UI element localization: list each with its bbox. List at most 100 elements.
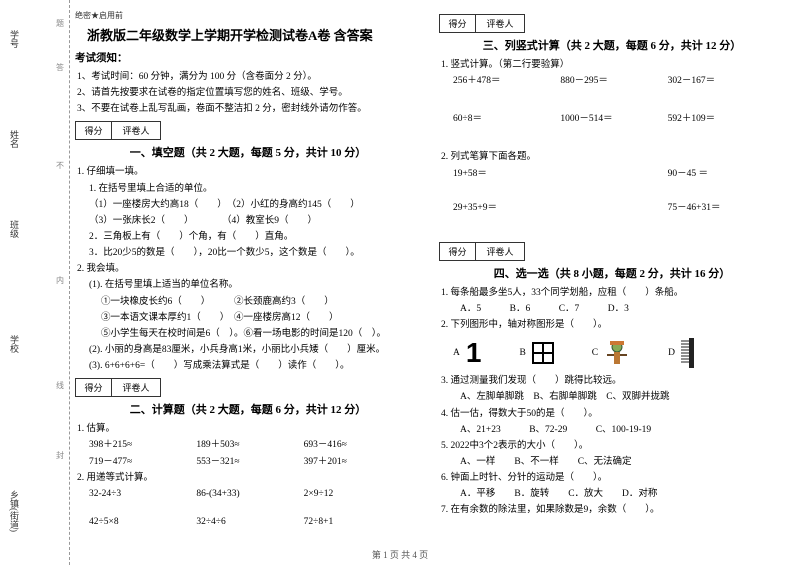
- s3-r1-c: 302－167＝: [668, 73, 775, 89]
- section-1-title: 一、填空题（共 2 大题，每题 5 分，共计 10 分）: [75, 144, 421, 160]
- s4-q5: 5. 2022中3个2表示的大小（ ）。: [441, 438, 785, 454]
- s1-q2-head: 2. 我会填。: [77, 261, 421, 277]
- opt-b-label: B: [519, 348, 525, 358]
- bind-label-name: 姓名: [8, 130, 21, 148]
- opt-c: C: [592, 339, 630, 367]
- score-cell-defen-4: 得分: [440, 243, 476, 260]
- s2-r1-a: 398＋215≈: [89, 437, 196, 453]
- s4-q6: 6. 钟面上时针、分针的运动是（ ）。: [441, 470, 785, 486]
- score-box-4: 得分 评卷人: [439, 242, 525, 261]
- s1-q2-l1: ③一本语文课本厚约1（ ） ④一座楼房高12（ ）: [101, 310, 421, 326]
- digit-one-icon: 1: [466, 337, 482, 369]
- opt-c-label: C: [592, 348, 598, 358]
- s2-row4: 42÷5×8 32÷4÷6 72÷8+1: [89, 514, 421, 530]
- score-cell-defen-2: 得分: [76, 379, 112, 396]
- s2-r3-b: 86-(34+33): [196, 486, 303, 502]
- bind-label-school: 学校: [8, 335, 21, 353]
- s2-r4-b: 32÷4÷6: [196, 514, 303, 530]
- bind-label-xuehao: 学号: [8, 30, 21, 48]
- s3-row4: 29+35+9＝ 75－46+31＝: [453, 200, 785, 216]
- s3-r3-a: 19+58＝: [453, 166, 560, 182]
- s1-l2: 2．三角板上有（ ）个角，有（ ）直角。: [89, 229, 421, 245]
- s2-r3-a: 32-24÷3: [89, 486, 196, 502]
- section-3-title: 三、列竖式计算（共 2 大题，每题 6 分，共计 12 分）: [439, 37, 785, 53]
- bind-label-class: 班级: [8, 220, 21, 238]
- score-cell-pjr-3: 评卷人: [476, 15, 524, 32]
- s4-q6-opts: A．平移 B．旋转 C．放大 D．对称: [441, 486, 785, 502]
- s2-r4-c: 72÷8+1: [304, 514, 411, 530]
- vmark-4: 线: [56, 380, 64, 391]
- vmark-3: 内: [56, 275, 64, 286]
- s2-row2: 719－477≈ 553－321≈ 397＋201≈: [89, 454, 421, 470]
- s3-r3-c: 90－45 ＝: [668, 166, 775, 182]
- s4-q1-opts: A．5 B．6 C．7 D．3: [441, 301, 785, 317]
- score-cell-pjr: 评卷人: [112, 122, 160, 139]
- score-box-1: 得分 评卷人: [75, 121, 161, 140]
- bind-label-town: 乡镇(街道): [8, 490, 21, 532]
- s3-r2-a: 60÷8＝: [453, 111, 560, 127]
- s2-q2-head: 2. 用递等式计算。: [77, 470, 421, 486]
- s1-q2-e1: (3). 6+6+6+6=（ ）写成乘法算式是（ ）读作（ ）。: [89, 358, 421, 374]
- scarecrow-icon: [604, 339, 630, 367]
- s3-r2-c: 592＋109＝: [668, 111, 775, 127]
- s1-q2-l0: ①一块橡皮长约6（ ） ②长颈鹿高约3（ ）: [101, 294, 421, 310]
- score-cell-pjr-4: 评卷人: [476, 243, 524, 260]
- s3-r1-a: 256＋478＝: [453, 73, 560, 89]
- right-column: 得分 评卷人 三、列竖式计算（共 2 大题，每题 6 分，共计 12 分） 1.…: [439, 10, 785, 550]
- s3-row1: 256＋478＝ 880－295＝ 302－167＝: [453, 73, 785, 89]
- section-4-title: 四、选一选（共 8 小题，每题 2 分，共计 16 分）: [439, 265, 785, 281]
- s2-r4-a: 42÷5×8: [89, 514, 196, 530]
- comb-icon: [681, 338, 695, 368]
- s1-l3: 3．比20少5的数是（ ），20比一个数少5，这个数是（ ）。: [89, 245, 421, 261]
- s1-q2-e0: (2). 小丽的身高是83厘米，小兵身高1米，小丽比小兵矮（ ）厘米。: [89, 342, 421, 358]
- vmark-0: 题: [56, 18, 64, 29]
- s2-r2-b: 553－321≈: [196, 454, 303, 470]
- s3-q2-head: 2. 列式笔算下面各题。: [441, 149, 785, 165]
- score-box-3: 得分 评卷人: [439, 14, 525, 33]
- opt-d: D: [668, 338, 695, 368]
- s1-l1: （3）一张床长2（ ） （4）教室长9（ ）: [89, 213, 421, 229]
- s3-row3: 19+58＝ 90－45 ＝: [453, 166, 785, 182]
- s4-q7: 7. 在有余数的除法里，如果除数是9，余数（ ）。: [441, 502, 785, 518]
- score-cell-defen: 得分: [76, 122, 112, 139]
- s4-q5-opts: A、一样 B、不一样 C、无法确定: [441, 454, 785, 470]
- s3-r2-b: 1000－514＝: [560, 111, 667, 127]
- s3-r1-b: 880－295＝: [560, 73, 667, 89]
- vmark-2: 不: [56, 160, 64, 171]
- notice-1: 1、考试时间：60 分钟，满分为 100 分（含卷面分 2 分）。: [77, 69, 421, 85]
- s4-q2: 2. 下列图形中，轴对称图形是（ ）。: [441, 317, 785, 333]
- binding-column: 学号 题 答 姓名 不 班级 内 学校 线 封 乡镇(街道): [0, 0, 70, 565]
- notice-3: 3、不要在试卷上乱写乱画，卷面不整洁扣 2 分，密封线外请勿作答。: [77, 101, 421, 117]
- s4-q3: 3. 通过测量我们发现（ ）跳得比较远。: [441, 373, 785, 389]
- s3-row2: 60÷8＝ 1000－514＝ 592＋109＝: [453, 111, 785, 127]
- s4-q4: 4. 估一估，得数大于50的是（ ）。: [441, 406, 785, 422]
- s1-q2-sub: (1). 在括号里填上适当的单位名称。: [89, 277, 421, 293]
- s4-q1: 1. 每条船最多坐5人，33个同学划船，应租（ ）条船。: [441, 285, 785, 301]
- s4-q2-options: A 1 B C D: [453, 337, 785, 369]
- vmark-5: 封: [56, 450, 64, 461]
- s2-r1-b: 189＋503≈: [196, 437, 303, 453]
- s4-q3-opts: A、左脚单脚跳 B、右脚单脚跳 C、双脚并拢跳: [441, 389, 785, 405]
- s3-r4-b: [560, 200, 667, 216]
- opt-a: A 1: [453, 337, 481, 369]
- s2-r2-a: 719－477≈: [89, 454, 196, 470]
- section-2-title: 二、计算题（共 2 大题，每题 6 分，共计 12 分）: [75, 401, 421, 417]
- s2-r2-c: 397＋201≈: [304, 454, 411, 470]
- notice-2: 2、请首先按要求在试卷的指定位置填写您的姓名、班级、学号。: [77, 85, 421, 101]
- page-content: 绝密★启用前 浙教版二年级数学上学期开学检测试卷A卷 含答案 考试须知： 1、考…: [75, 10, 785, 550]
- s1-q1-head: 1. 仔细填一填。: [77, 164, 421, 180]
- notice-heading: 考试须知：: [75, 50, 421, 65]
- s1-q2-l2: ⑤小学生每天在校时间是6（ ）。⑥看一场电影的时间是120（ ）。: [101, 326, 421, 342]
- score-cell-defen-3: 得分: [440, 15, 476, 32]
- opt-d-label: D: [668, 348, 675, 358]
- s4-q4-opts: A、21+23 B、72-29 C、100-19-19: [441, 422, 785, 438]
- score-cell-pjr-2: 评卷人: [112, 379, 160, 396]
- s2-r1-c: 693－416≈: [304, 437, 411, 453]
- opt-b: B: [519, 342, 553, 364]
- opt-a-label: A: [453, 348, 460, 358]
- grid-icon: [532, 342, 554, 364]
- vmark-1: 答: [56, 62, 64, 73]
- s1-q1-sub: 1. 在括号里填上合适的单位。: [89, 181, 421, 197]
- s2-row3: 32-24÷3 86-(34+33) 2×9÷12: [89, 486, 421, 502]
- s1-l0: （1）一座楼房大约高18（ ） （2）小红的身高约145（ ）: [89, 197, 421, 213]
